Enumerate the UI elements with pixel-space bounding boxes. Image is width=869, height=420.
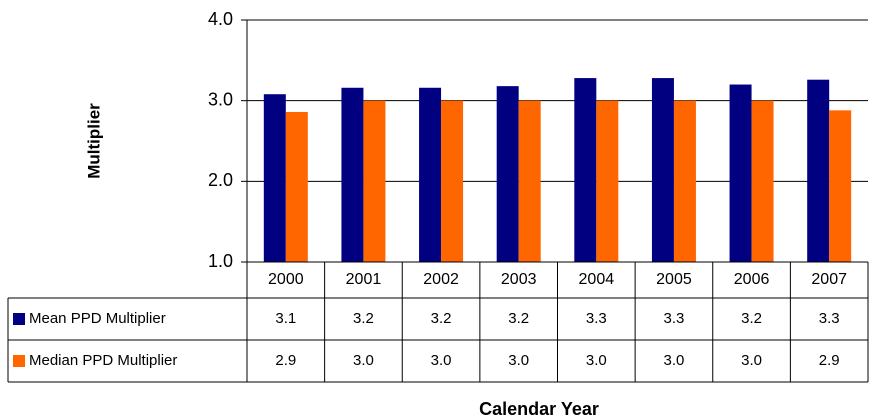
table-value: 3.2 — [508, 310, 529, 327]
y-tick-label: 1.0 — [208, 251, 233, 271]
bar — [574, 78, 597, 262]
table-value: 3.2 — [741, 310, 762, 327]
bar — [285, 111, 308, 263]
table-value: 3.3 — [664, 310, 685, 327]
table-value: 3.0 — [664, 352, 685, 369]
x-tick-label: 2007 — [811, 271, 847, 288]
bar — [363, 100, 386, 263]
x-tick-label: 2003 — [501, 271, 537, 288]
bar — [729, 84, 752, 263]
legend-key — [13, 355, 25, 367]
bar — [419, 87, 442, 262]
x-axis-title: Calendar Year — [479, 399, 599, 419]
bar — [807, 79, 830, 263]
table-value: 2.9 — [275, 352, 296, 369]
y-axis-title: Multiplier — [84, 103, 103, 179]
table-value: 3.3 — [586, 310, 607, 327]
bar — [518, 100, 541, 263]
y-tick-label: 3.0 — [208, 89, 233, 109]
bar — [651, 78, 674, 262]
legend-label: Median PPD Multiplier — [29, 352, 177, 369]
legend-label: Mean PPD Multiplier — [29, 310, 166, 327]
x-tick-label: 2002 — [423, 271, 459, 288]
x-tick-label: 2004 — [579, 271, 615, 288]
legend-key — [13, 313, 25, 325]
table-value: 3.1 — [275, 310, 296, 327]
table-value: 3.0 — [353, 352, 374, 369]
y-tick-label: 4.0 — [208, 9, 233, 29]
bar — [673, 100, 696, 263]
x-tick-label: 2001 — [346, 271, 382, 288]
table-value: 3.2 — [353, 310, 374, 327]
bar — [441, 100, 464, 263]
table-value: 3.0 — [741, 352, 762, 369]
bar — [263, 94, 286, 262]
bar — [596, 100, 619, 263]
table-value: 3.3 — [819, 310, 840, 327]
table-value: 3.0 — [431, 352, 452, 369]
x-tick-label: 2000 — [268, 271, 304, 288]
table-value: 2.9 — [819, 352, 840, 369]
y-tick-label: 2.0 — [208, 170, 233, 190]
bar — [751, 100, 774, 263]
table-value: 3.0 — [586, 352, 607, 369]
bar — [829, 110, 852, 262]
bar — [496, 86, 519, 262]
x-tick-label: 2006 — [734, 271, 770, 288]
table-value: 3.2 — [431, 310, 452, 327]
x-tick-label: 2005 — [656, 271, 692, 288]
bar — [341, 87, 364, 262]
table-value: 3.0 — [508, 352, 529, 369]
